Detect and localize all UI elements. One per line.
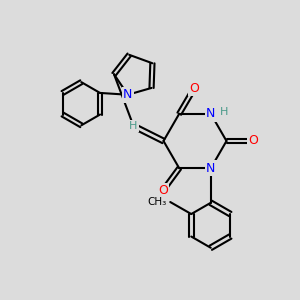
Text: H: H [129,121,138,131]
Text: N: N [206,162,215,175]
Text: N: N [206,107,215,120]
Text: O: O [189,82,199,95]
Text: H: H [220,107,229,117]
Text: O: O [249,134,258,148]
Text: O: O [158,184,168,197]
Text: N: N [123,88,133,101]
Text: CH₃: CH₃ [147,197,167,207]
